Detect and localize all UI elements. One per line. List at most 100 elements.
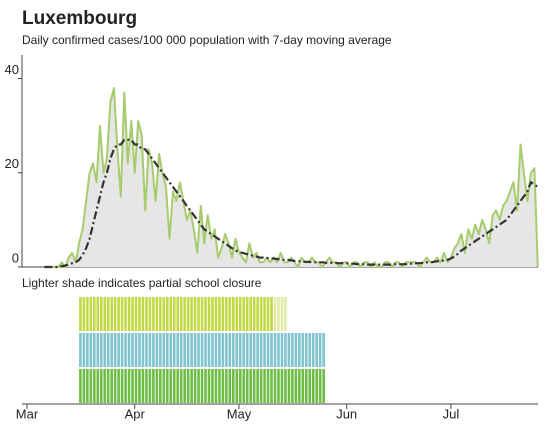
series-line [44, 138, 539, 269]
closure-day [124, 333, 127, 367]
closure-day [318, 333, 322, 367]
closure-day [291, 369, 294, 403]
closure-day [96, 333, 100, 367]
closure-day [79, 297, 82, 331]
closure-day [263, 333, 266, 367]
closure-day [214, 333, 218, 367]
x-tick-label: Jun [336, 406, 357, 421]
closure-day [232, 369, 235, 403]
closure-day [221, 333, 225, 367]
closure-day [266, 369, 270, 403]
closure-day [93, 297, 96, 331]
closure-day [120, 297, 124, 331]
closure-day [235, 297, 239, 331]
closure-day [113, 297, 117, 331]
closure-day [256, 333, 259, 367]
closure-day [176, 297, 179, 331]
closure-day [266, 297, 270, 331]
closure-day [200, 369, 204, 403]
closure-day [138, 297, 141, 331]
closure-day [263, 297, 266, 331]
closure-day [238, 369, 242, 403]
closure-day [93, 369, 96, 403]
closure-day [162, 333, 166, 367]
closure-day [117, 333, 120, 367]
x-tick-label: Jul [443, 406, 460, 421]
closure-day [99, 369, 103, 403]
closure-day [298, 369, 301, 403]
closure-day [259, 333, 263, 367]
closure-day [162, 297, 166, 331]
closure-day [145, 369, 148, 403]
closure-day [228, 369, 232, 403]
closure-day [186, 333, 190, 367]
closure-day [96, 297, 100, 331]
closure-day [169, 333, 173, 367]
closure-day [176, 333, 179, 367]
closure-day [89, 333, 93, 367]
closure-day [245, 297, 249, 331]
chart-title: Luxembourg [22, 8, 137, 29]
closure-day [204, 297, 207, 331]
closure-day [110, 369, 113, 403]
closure-day [270, 369, 273, 403]
closure-day [225, 297, 228, 331]
y-tick-label: 40 [5, 62, 19, 77]
closure-day [232, 333, 235, 367]
closure-day [263, 369, 266, 403]
closure-day [200, 333, 204, 367]
closure-day [242, 297, 246, 331]
closure-day [211, 297, 214, 331]
closure-day [131, 333, 134, 367]
closure-day [190, 369, 193, 403]
closure-day [138, 333, 141, 367]
closure-day [155, 369, 159, 403]
closure-day [138, 369, 141, 403]
y-tick-label: 0 [12, 250, 19, 265]
closure-day [141, 369, 145, 403]
closure-day [270, 333, 273, 367]
closure-day [211, 333, 214, 367]
closure-day [266, 333, 270, 367]
closure-day [249, 333, 252, 367]
closure-day [308, 369, 312, 403]
closure-day [245, 333, 249, 367]
closure-day [218, 369, 221, 403]
closure-day [155, 333, 159, 367]
closure-day [214, 369, 218, 403]
closure-day [228, 333, 232, 367]
closure-day [277, 369, 280, 403]
closure-day [183, 369, 186, 403]
closure-day [211, 369, 214, 403]
closure-day [124, 297, 127, 331]
closure-day [82, 333, 86, 367]
closure-day [207, 297, 211, 331]
closure-day [311, 333, 315, 367]
closure-day [96, 369, 100, 403]
closure-day [166, 297, 169, 331]
closure-day [183, 333, 186, 367]
closure-day [106, 297, 110, 331]
closure-day [280, 333, 284, 367]
closure-day [322, 369, 325, 403]
closure-day [152, 297, 155, 331]
closure-day [287, 333, 291, 367]
closure-day [190, 297, 193, 331]
closure-day [221, 369, 225, 403]
closure-day [152, 369, 155, 403]
closure-day [172, 297, 176, 331]
closure-day [186, 297, 190, 331]
closure-day [228, 297, 232, 331]
closure-day [127, 369, 131, 403]
closure-day [252, 333, 256, 367]
closure-day [249, 297, 252, 331]
closure-day [131, 297, 134, 331]
closure-day [291, 333, 294, 367]
closure-day [221, 297, 225, 331]
closure-day [200, 297, 204, 331]
closure-day [86, 297, 89, 331]
closure-day [152, 333, 155, 367]
closure-day [284, 333, 287, 367]
closure-day [256, 369, 259, 403]
closure-day [82, 369, 86, 403]
